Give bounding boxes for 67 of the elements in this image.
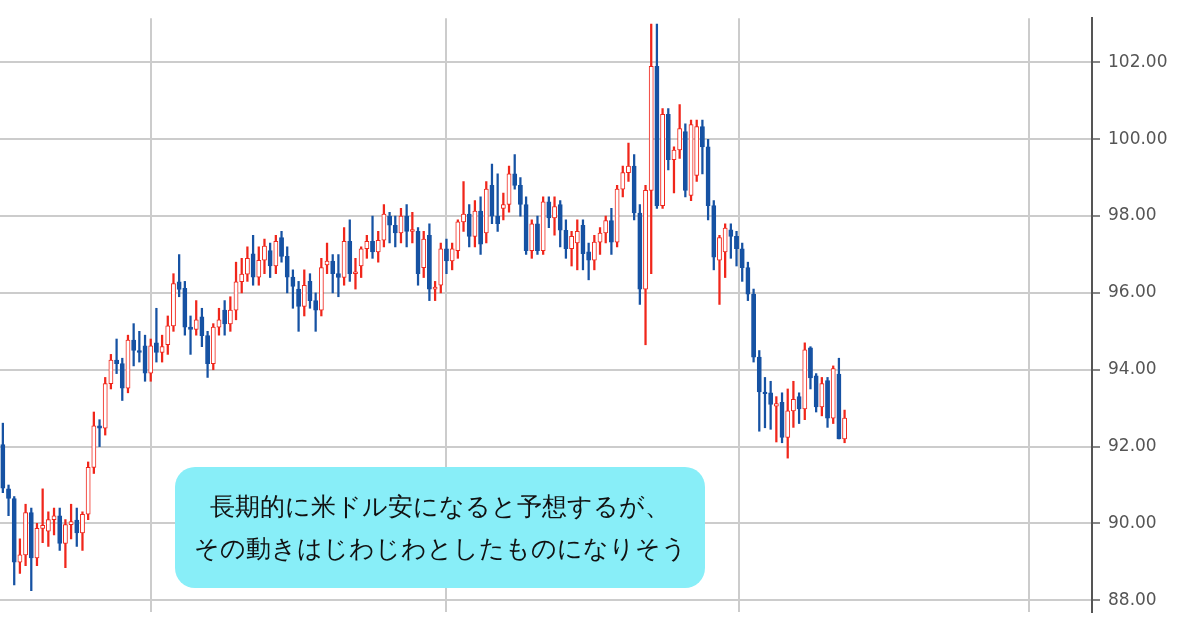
candlestick	[290, 269, 296, 309]
candlestick	[461, 181, 466, 232]
candlestick	[796, 392, 802, 424]
candlestick	[762, 377, 768, 429]
candlestick	[552, 196, 557, 236]
y-tick-label: 94.00	[1108, 358, 1157, 379]
y-tick-label: 92.00	[1108, 435, 1157, 456]
candlestick	[608, 208, 614, 255]
candlestick	[745, 261, 751, 301]
candlestick	[279, 231, 284, 263]
candlestick	[6, 484, 11, 517]
candlestick	[808, 346, 813, 390]
candlestick	[159, 334, 165, 363]
candlestick	[108, 354, 114, 390]
note-box: 長期的に米ドル安になると予想するが、 その動きはじわじわとしたものになりそう	[175, 467, 705, 588]
candlestick	[790, 380, 796, 428]
candlestick	[643, 185, 648, 346]
candlestick	[23, 503, 29, 567]
candlestick	[517, 177, 523, 217]
candlestick	[472, 200, 478, 248]
candlestick	[535, 215, 540, 255]
candlestick	[563, 219, 569, 259]
candlestick	[17, 538, 23, 574]
candlestick	[444, 238, 449, 275]
candlestick	[614, 185, 620, 248]
candlestick	[250, 234, 256, 286]
annotation: その動きはじわじわとしたものになりそう	[193, 532, 687, 565]
candlestick	[205, 331, 211, 378]
candlestick	[387, 211, 393, 244]
candlestick	[68, 503, 74, 540]
candlestick	[825, 377, 830, 428]
candlestick	[188, 315, 193, 355]
candlestick	[353, 258, 358, 290]
candlestick	[699, 119, 705, 175]
candlestick	[153, 307, 159, 363]
annotation: 長期的に米ドル安になると予想するが、	[210, 490, 670, 523]
candlestick	[654, 23, 660, 209]
candlestick	[734, 231, 739, 267]
y-tick-label: 96.00	[1108, 281, 1157, 302]
y-tick-label: 98.00	[1108, 204, 1157, 225]
y-tick-label: 100.00	[1108, 127, 1168, 148]
candlestick	[341, 227, 347, 286]
candlestick	[751, 288, 757, 363]
candlestick	[569, 231, 575, 267]
candlestick	[836, 357, 842, 440]
candlestick	[370, 215, 375, 259]
candlestick	[478, 196, 484, 255]
y-tick-label: 88.00	[1108, 588, 1157, 609]
candlestick	[381, 204, 387, 248]
candlestick	[114, 338, 120, 374]
candlestick	[705, 138, 711, 221]
candlestick	[80, 511, 85, 551]
candlestick	[660, 108, 666, 209]
candlestick	[842, 409, 848, 444]
candlestick	[523, 196, 529, 255]
candlestick	[335, 254, 341, 298]
candlestick	[296, 281, 302, 332]
candlestick	[626, 142, 631, 182]
y-tick-label: 90.00	[1108, 511, 1157, 532]
candlestick	[199, 307, 205, 348]
candlestick	[717, 234, 722, 305]
candlestick	[171, 273, 176, 332]
candlestick	[426, 223, 432, 301]
candlestick	[62, 519, 68, 568]
candlestick	[262, 238, 267, 275]
candlestick	[244, 246, 250, 282]
y-tick-label: 102.00	[1108, 50, 1168, 71]
